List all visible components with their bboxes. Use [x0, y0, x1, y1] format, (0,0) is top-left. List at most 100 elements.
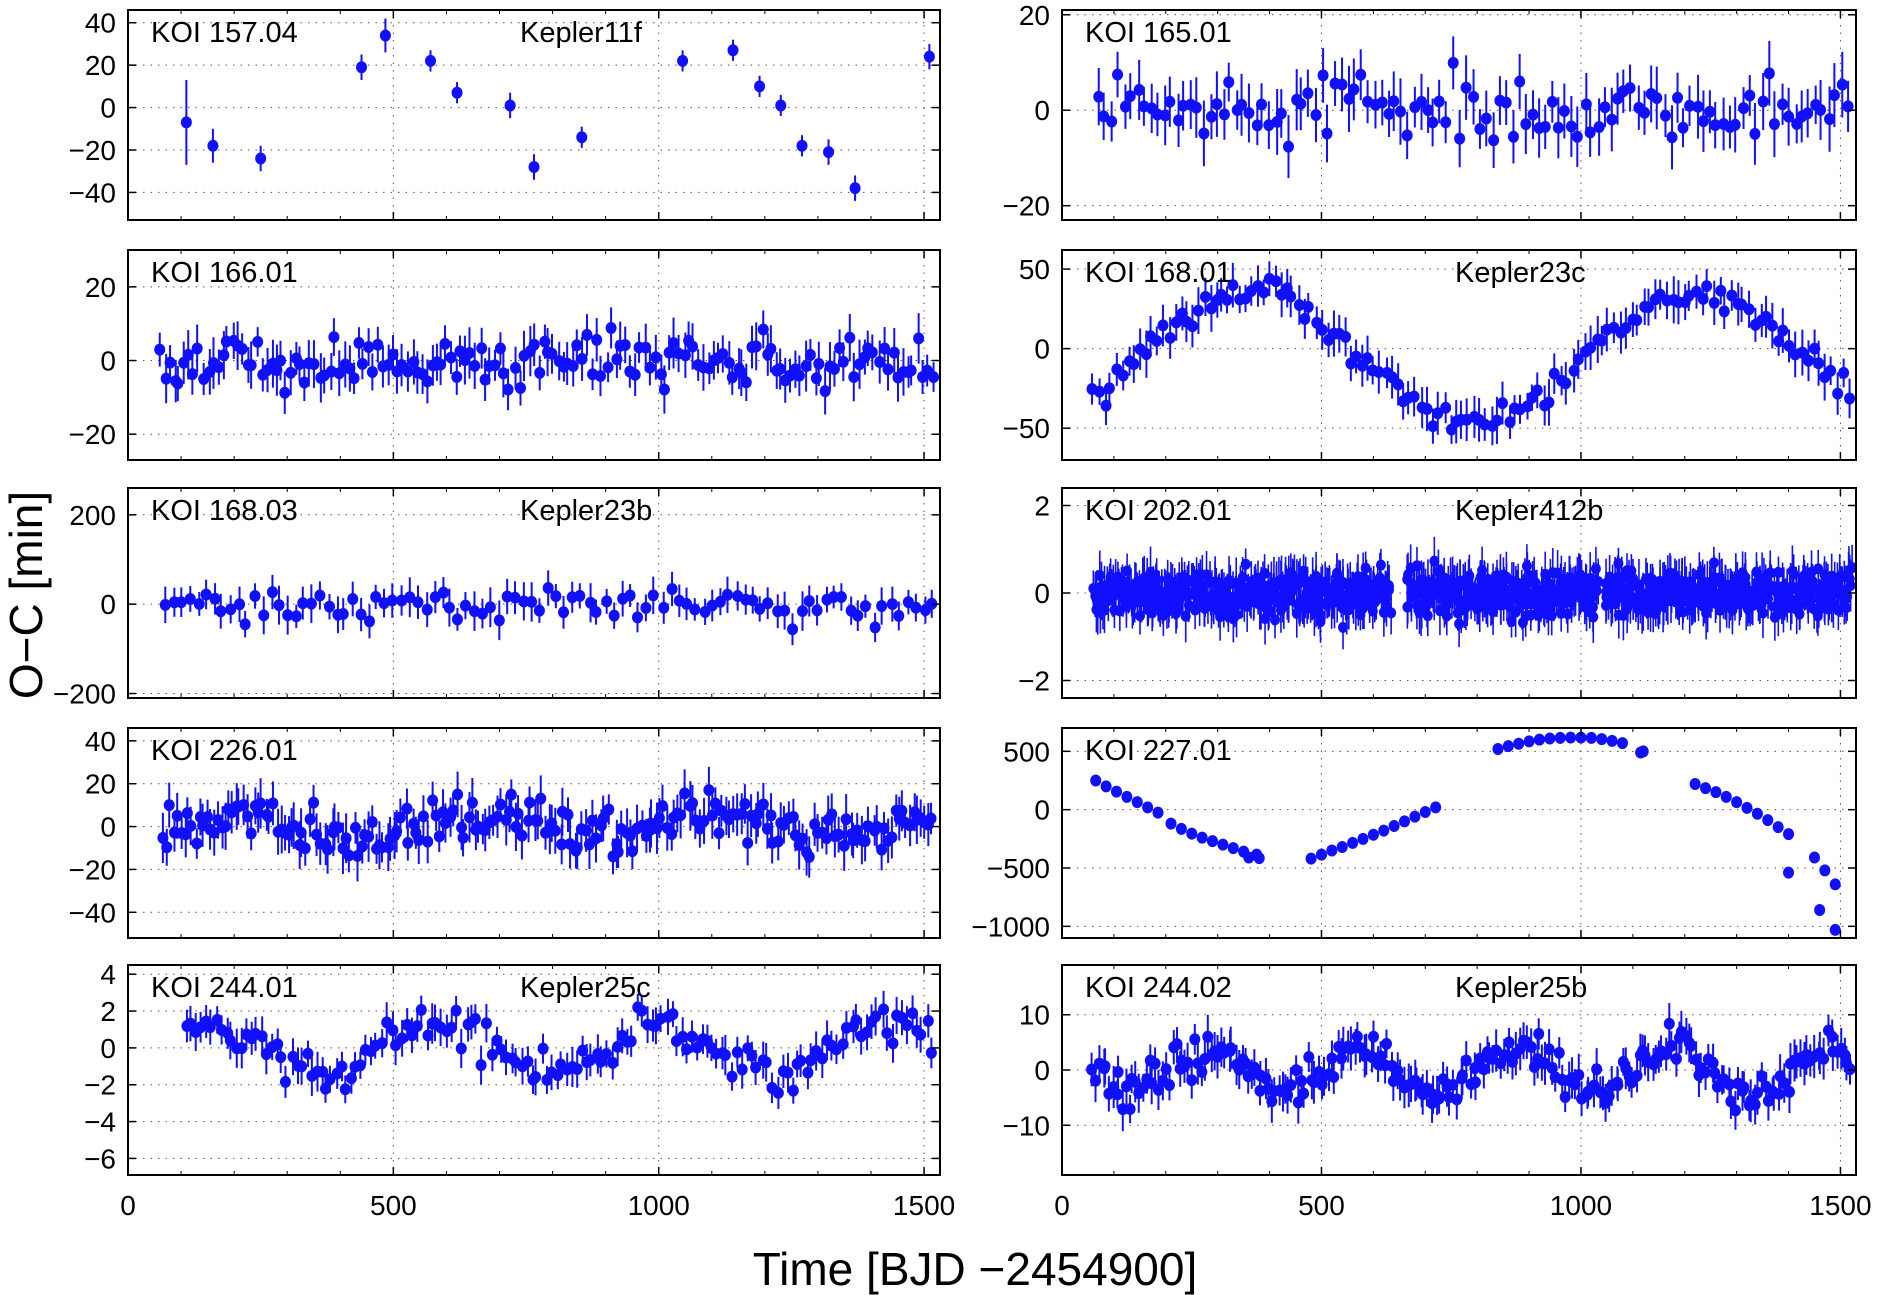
- data-point: [797, 832, 809, 845]
- data-point: [348, 372, 360, 385]
- data-point: [1460, 81, 1472, 94]
- data-point: [1613, 557, 1624, 569]
- data-point: [874, 356, 886, 369]
- data-point: [1258, 286, 1270, 299]
- data-point: [581, 328, 593, 341]
- data-point: [1697, 115, 1709, 128]
- data-point: [1725, 1095, 1737, 1108]
- data-point: [1186, 320, 1198, 333]
- y-tick-label: 20: [1019, 0, 1050, 31]
- data-point: [787, 1084, 799, 1097]
- data-point: [1157, 319, 1169, 332]
- data-point: [193, 597, 205, 610]
- data-point: [1690, 285, 1702, 298]
- data-point: [1128, 358, 1140, 371]
- data-point: [1315, 616, 1326, 628]
- data-point: [1433, 1092, 1445, 1105]
- data-point: [658, 383, 670, 396]
- data-point: [1399, 815, 1411, 828]
- data-point: [1492, 743, 1504, 755]
- data-point: [870, 1010, 882, 1023]
- data-point: [1441, 610, 1452, 622]
- data-point: [510, 361, 522, 374]
- data-point: [852, 609, 864, 622]
- data-point: [1689, 778, 1701, 790]
- data-point: [370, 590, 382, 603]
- data-point: [1718, 305, 1730, 318]
- data-point: [394, 811, 406, 824]
- data-point: [1612, 1079, 1624, 1092]
- data-point: [1355, 68, 1367, 81]
- data-point: [922, 1014, 934, 1027]
- data-point: [305, 597, 317, 610]
- data-point: [772, 835, 784, 848]
- data-point: [1186, 1074, 1198, 1087]
- data-point: [1321, 127, 1333, 140]
- data-point: [698, 814, 710, 827]
- data-point: [504, 99, 516, 112]
- data-point: [1367, 1030, 1379, 1043]
- data-point: [1259, 567, 1270, 579]
- data-point: [640, 601, 652, 614]
- data-point: [287, 1050, 299, 1063]
- data-point: [571, 1063, 583, 1076]
- data-point: [1098, 110, 1110, 123]
- data-point: [1829, 923, 1841, 936]
- data-point: [1303, 1051, 1315, 1064]
- data-point: [296, 1060, 308, 1073]
- data-point: [469, 359, 481, 372]
- data-point: [1430, 801, 1442, 814]
- data-point: [1388, 820, 1400, 832]
- data-point: [668, 337, 680, 350]
- data-point: [571, 841, 583, 854]
- data-point: [502, 383, 514, 396]
- data-point: [574, 589, 586, 602]
- data-point: [267, 797, 279, 810]
- data-point: [356, 840, 368, 853]
- data-point: [591, 333, 603, 346]
- data-point: [1447, 1078, 1459, 1091]
- data-point: [666, 582, 678, 595]
- data-point: [302, 1047, 314, 1060]
- data-point: [923, 50, 935, 63]
- data-point: [1554, 731, 1566, 744]
- data-point: [782, 1066, 794, 1079]
- data-point: [208, 826, 220, 839]
- data-point: [1743, 303, 1755, 316]
- data-point: [1171, 1038, 1183, 1051]
- data-point: [1198, 127, 1210, 140]
- data-point: [1842, 100, 1854, 113]
- data-point: [1548, 367, 1560, 380]
- data-point: [626, 845, 638, 858]
- y-tick-label: −500: [987, 853, 1050, 884]
- data-point: [1215, 611, 1226, 623]
- data-point: [1340, 330, 1352, 343]
- y-tick-label: 0: [100, 1033, 116, 1064]
- data-point: [1672, 91, 1684, 104]
- data-point: [850, 1014, 862, 1027]
- data-point: [1409, 810, 1421, 823]
- data-point: [1152, 1083, 1164, 1096]
- data-point: [1762, 814, 1774, 827]
- data-point: [752, 808, 764, 821]
- data-point: [1373, 366, 1385, 379]
- data-point: [171, 809, 183, 822]
- data-point: [640, 341, 652, 354]
- data-point: [1553, 1046, 1565, 1059]
- data-point: [1376, 96, 1388, 109]
- data-point: [1596, 733, 1608, 746]
- data-point: [1651, 92, 1663, 105]
- data-point: [1326, 844, 1338, 857]
- data-point: [1111, 1088, 1123, 1101]
- data-point: [811, 604, 823, 617]
- data-point: [607, 1056, 619, 1069]
- data-point: [1527, 108, 1539, 121]
- data-point: [328, 331, 340, 344]
- data-point: [605, 321, 617, 334]
- data-point: [406, 1029, 418, 1042]
- data-point: [736, 1063, 748, 1076]
- data-point: [1401, 129, 1413, 142]
- data-point: [366, 816, 378, 829]
- y-tick-label: 20: [85, 272, 116, 303]
